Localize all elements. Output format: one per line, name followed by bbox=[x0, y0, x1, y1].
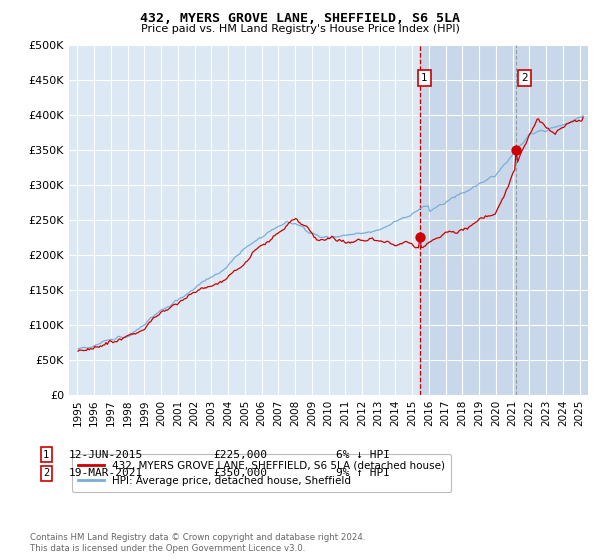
Point bbox=[415, 233, 424, 242]
Text: Price paid vs. HM Land Registry's House Price Index (HPI): Price paid vs. HM Land Registry's House … bbox=[140, 24, 460, 34]
Text: 12-JUN-2015: 12-JUN-2015 bbox=[69, 450, 143, 460]
Text: 1: 1 bbox=[43, 450, 49, 460]
Text: 1: 1 bbox=[421, 73, 428, 83]
Text: 432, MYERS GROVE LANE, SHEFFIELD, S6 5LA: 432, MYERS GROVE LANE, SHEFFIELD, S6 5LA bbox=[140, 12, 460, 25]
Bar bbox=[419, 45, 600, 395]
Text: 6% ↓ HPI: 6% ↓ HPI bbox=[336, 450, 390, 460]
Text: £350,000: £350,000 bbox=[213, 468, 267, 478]
Point bbox=[511, 146, 521, 155]
Text: 9% ↑ HPI: 9% ↑ HPI bbox=[336, 468, 390, 478]
Text: 19-MAR-2021: 19-MAR-2021 bbox=[69, 468, 143, 478]
Text: 2: 2 bbox=[43, 468, 49, 478]
Text: £225,000: £225,000 bbox=[213, 450, 267, 460]
Legend: 432, MYERS GROVE LANE, SHEFFIELD, S6 5LA (detached house), HPI: Average price, d: 432, MYERS GROVE LANE, SHEFFIELD, S6 5LA… bbox=[71, 454, 451, 492]
Text: 2: 2 bbox=[521, 73, 528, 83]
Text: Contains HM Land Registry data © Crown copyright and database right 2024.
This d: Contains HM Land Registry data © Crown c… bbox=[30, 533, 365, 553]
